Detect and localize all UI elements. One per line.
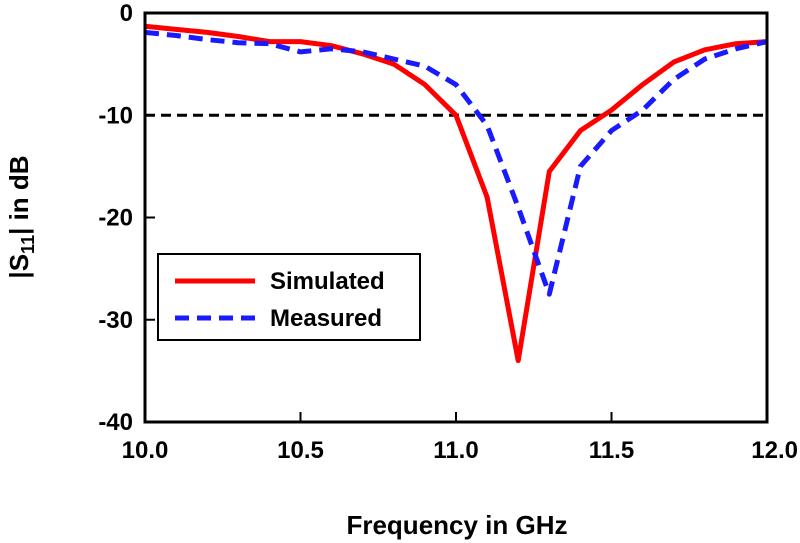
x-tick-label: 11.5 [589,437,634,464]
x-tick-label: 11.0 [433,437,478,464]
series-line-measured [144,29,768,297]
y-tick-label: -40 [98,409,133,436]
x-tick-label: 12.0 [751,437,798,464]
x-axis-label: Frequency in GHz [346,510,567,540]
series-line-simulated [144,23,768,364]
y-axis-label: |S11| in dB [4,155,38,278]
legend-box [157,253,421,341]
x-axis-ticks: 10.0 10.5 11.0 11.5 12.0 [122,412,798,464]
y-axis-label-main: |S [4,254,34,279]
y-tick-label: 0 [120,0,133,27]
y-tick-label: -20 [98,205,133,232]
y-axis-label-rest: | in dB [4,155,34,235]
series-lines [144,23,768,364]
y-tick-label: -10 [98,102,133,129]
plot-frame [143,11,769,424]
plot-area [144,23,768,364]
y-axis-ticks: 0 -10 -20 -30 -40 [98,0,155,436]
y-tick-label: -30 [98,307,133,334]
legend-label-simulated: Simulated [270,268,385,295]
x-tick-label: 10.0 [122,437,169,464]
y-axis-label-sub: 11 [18,235,38,254]
legend-label-measured: Measured [270,305,382,332]
legend: Simulated Measured [157,253,421,341]
x-tick-label: 10.5 [277,437,324,464]
